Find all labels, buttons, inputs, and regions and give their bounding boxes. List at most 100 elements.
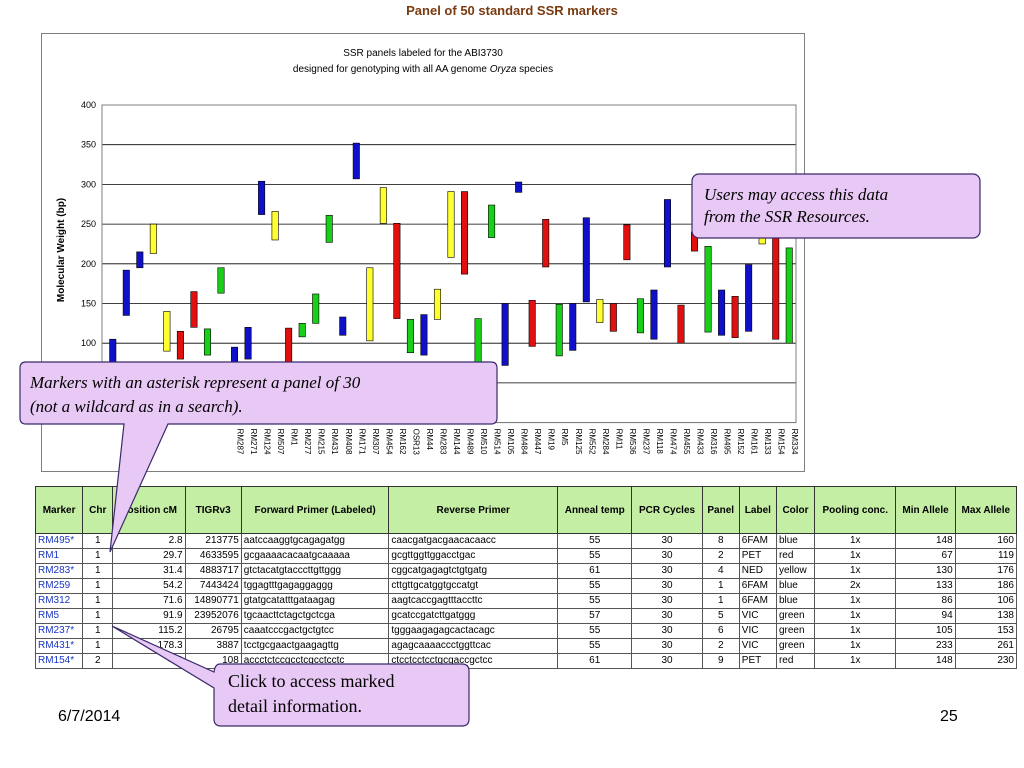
marker-range-bar xyxy=(650,289,658,340)
marker-range-bar xyxy=(136,251,144,269)
users-access-callout-line-2: from the SSR Resources. xyxy=(704,207,870,226)
column-header: Pooling conc. xyxy=(814,486,897,534)
marker-range-bar xyxy=(718,289,726,336)
table-cell: 30 xyxy=(631,653,703,669)
table-header-row: Marker Chr Position cM TIGRv3 Forward Primer… xyxy=(34,486,1018,534)
column-header: TIGRv3 xyxy=(184,486,242,534)
marker-range-bar xyxy=(217,267,225,294)
marker-range-bar xyxy=(176,330,184,360)
x-tick-label: RM431 xyxy=(330,429,339,455)
marker-range-bar xyxy=(312,293,320,324)
x-tick-label: RM171 xyxy=(357,429,366,455)
marker-range-bar xyxy=(636,298,644,334)
table-row[interactable]: RM237* 1 115.2 26795 caaatcccgactgctgtcc tggg… xyxy=(34,623,1018,639)
x-tick-label: RM215 xyxy=(317,429,326,455)
x-tick-label: RM455 xyxy=(682,429,691,455)
marker-range-bar xyxy=(379,187,387,224)
plot-area: 400 350 300 250 200 150 100 RM287 RM271 RM124 RM50… xyxy=(81,100,799,455)
marker-range-bar xyxy=(447,191,455,258)
x-tick-label: RM510 xyxy=(479,429,488,455)
table-row[interactable]: RM431* 1 178.3 3887 tcctgcgaactgaagagttg agag… xyxy=(34,638,1018,654)
marker-range-bar xyxy=(190,291,198,328)
x-tick-label: RM334 xyxy=(790,429,799,455)
table-cell: red xyxy=(775,653,816,669)
marker-range-bar xyxy=(163,311,171,352)
click-detail-callout-bubble xyxy=(111,625,470,727)
marker-range-bar xyxy=(122,269,130,316)
x-tick-label: RM44 xyxy=(425,429,434,451)
asterisk-callout-line-2: (not a wildcard as in a search). xyxy=(30,397,243,416)
x-tick-label: RM271 xyxy=(249,429,258,455)
y-axis-label: Molecular Weight (bp) xyxy=(56,198,67,302)
marker-range-bar xyxy=(745,264,753,332)
x-tick-label: RM316 xyxy=(709,429,718,455)
x-tick-label: OSR13 xyxy=(411,429,420,456)
marker-range-bar xyxy=(704,246,712,333)
x-tick-label: RM144 xyxy=(452,429,461,455)
table-cell: PET xyxy=(738,653,777,669)
x-tick-label: RM307 xyxy=(371,429,380,455)
chart-subtitle: designed for genotyping with all AA geno… xyxy=(293,64,553,75)
marker-range-bar xyxy=(623,224,631,261)
x-tick-label: RM277 xyxy=(303,429,312,455)
x-tick-label: RM489 xyxy=(466,429,475,455)
x-tick-label: RM152 xyxy=(736,429,745,455)
table-row[interactable]: RM259 1 54.2 7443424 tggagtttgagaggaggg cttgt… xyxy=(34,578,1018,594)
x-tick-label: RM454 xyxy=(384,429,393,455)
column-header: Max Allele xyxy=(954,486,1018,534)
marker-range-bar xyxy=(420,314,428,356)
marker-range-bar xyxy=(244,327,252,360)
marker-range-bar xyxy=(433,288,441,320)
marker-range-bar xyxy=(677,304,685,344)
x-tick-label: RM133 xyxy=(763,429,772,455)
x-tick-label: RM125 xyxy=(574,429,583,455)
x-tick-label: RM552 xyxy=(587,429,596,455)
slide-title: Panel of 50 standard SSR markers xyxy=(406,3,618,18)
x-tick-label: RM124 xyxy=(263,429,272,455)
x-tick-label: RM433 xyxy=(696,429,705,455)
x-tick-label: RM162 xyxy=(398,429,407,455)
marker-range-bar xyxy=(501,303,509,366)
table-cell: VIC xyxy=(738,623,777,639)
table-row[interactable]: RM5 1 91.9 23952076 tgcaacttctagctgctcga gcat… xyxy=(34,608,1018,624)
marker-range-bar xyxy=(393,223,401,319)
column-header: Chr xyxy=(82,486,114,534)
marker-range-bar xyxy=(488,204,496,238)
x-tick-label: RM495 xyxy=(723,429,732,455)
slide-date: 6/7/2014 xyxy=(58,708,121,725)
subtitle-species: Oryza xyxy=(490,64,517,75)
marker-range-bar xyxy=(461,191,469,275)
marker-range-bar xyxy=(542,219,550,268)
x-tick-label: RM514 xyxy=(493,429,502,455)
chart-title: SSR panels labeled for the ABI3730 xyxy=(343,48,503,59)
marker-range-bar xyxy=(609,303,617,332)
x-tick-label: RM11 xyxy=(614,429,623,450)
marker-range-bar xyxy=(352,142,360,180)
click-detail-callout-line-2: detail information. xyxy=(228,696,362,716)
table-cell: 1x xyxy=(814,653,897,669)
table-cell: NED xyxy=(738,563,777,579)
x-tick-label: RM161 xyxy=(750,429,759,455)
marker-range-bar xyxy=(596,299,604,323)
marker-range-bar xyxy=(406,319,414,354)
marker-range-bar xyxy=(555,303,563,357)
x-tick-label: RM284 xyxy=(601,429,610,455)
x-tick-label: RM408 xyxy=(344,429,353,455)
x-tick-label: RM19 xyxy=(547,429,556,451)
marker-range-bar xyxy=(569,303,577,351)
table-cell: 230 xyxy=(954,653,1018,669)
marker-range-bar xyxy=(515,181,523,193)
y-tick-label: 300 xyxy=(81,179,96,189)
x-tick-label: RM154 xyxy=(777,429,786,455)
marker-range-bar xyxy=(785,247,793,344)
subtitle-prefix: designed for genotyping with all AA geno… xyxy=(293,64,490,75)
table-row[interactable]: RM495* 1 2.8 213775 aatccaaggtgcagagatgg caac… xyxy=(34,533,1018,549)
table-cell: 61 xyxy=(557,653,633,669)
marker-link[interactable]: RM154* xyxy=(34,653,84,669)
slide-page-number: 25 xyxy=(940,708,958,725)
x-tick-label: RM105 xyxy=(506,429,515,455)
marker-range-bar xyxy=(325,215,333,243)
users-access-callout-line-1: Users may access this data xyxy=(704,185,889,204)
x-tick-label: RM287 xyxy=(236,429,245,455)
